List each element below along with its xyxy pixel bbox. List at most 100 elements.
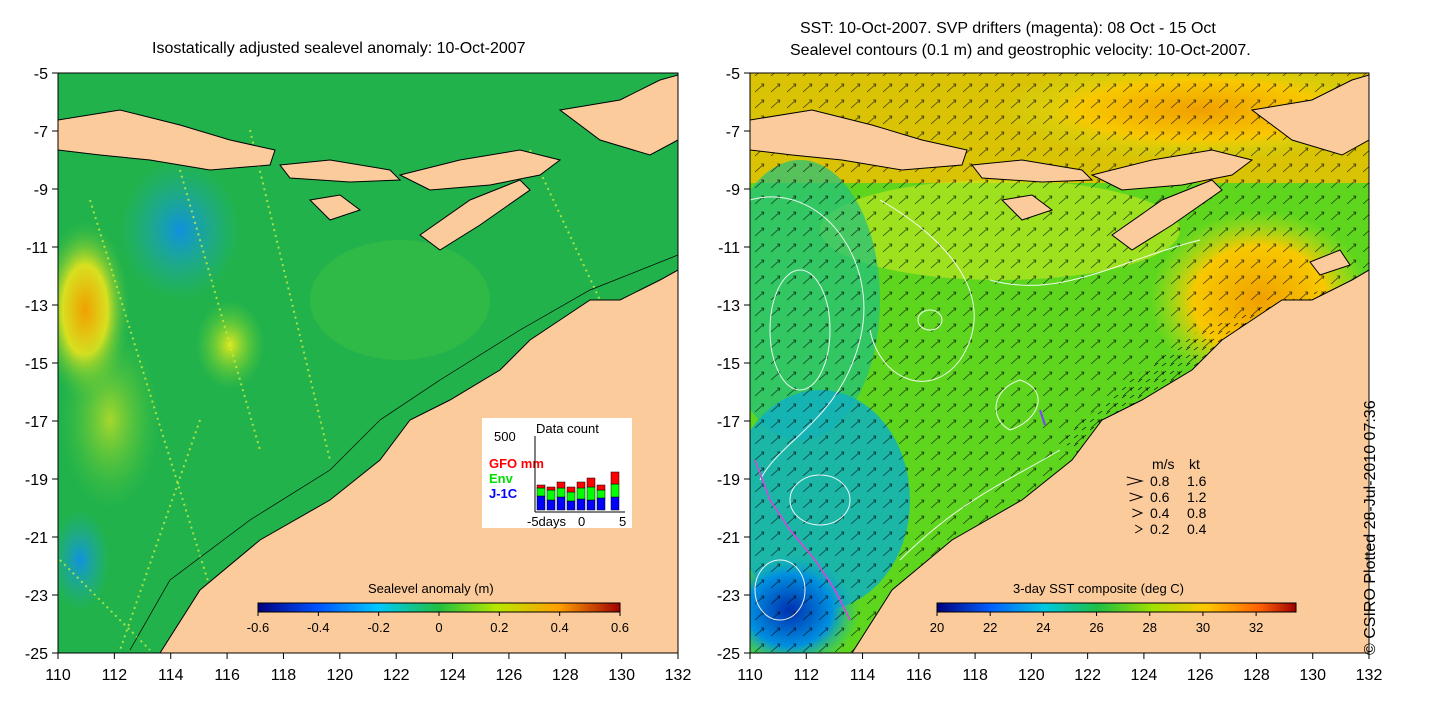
left-y-tick-label: -5: [34, 66, 48, 83]
sst-map: [750, 73, 1369, 653]
sst-colorbar-tick-label: 32: [1249, 620, 1263, 635]
sla-colorbar-tick-label: -0.2: [367, 620, 389, 635]
velocity-kt-value: 1.2: [1187, 489, 1207, 505]
inset-ymax: 500: [494, 429, 516, 444]
sealevel-contours: [750, 196, 1201, 621]
right-y-tick-label: -5: [726, 66, 740, 83]
svp-drifter-track: [754, 459, 851, 621]
right-y-tick-label: -13: [717, 298, 740, 315]
sumbawa-island: [279, 159, 402, 183]
right-y-axis: -5 -7 -9 -11 -13 -15 -17 -19 -21 -23 -25: [717, 66, 750, 663]
right-x-tick-label: 124: [1131, 667, 1158, 684]
velocity-unit-kt: kt: [1189, 456, 1200, 472]
velocity-legend: m/s kt 0.8 1.60.6 1.20.4 0.80.2 0.4: [1126, 456, 1207, 537]
java-island: [58, 109, 276, 171]
velocity-ms-value: 0.8: [1150, 473, 1170, 489]
right-panel-title-line1: SST: 10-Oct-2007. SVP drifters (magenta)…: [800, 20, 1216, 37]
sla-colorbar-label: Sealevel anomaly (m): [368, 581, 494, 596]
sla-colorbar-tick-label: 0.6: [611, 620, 629, 635]
australia-mainland: [159, 269, 678, 653]
land-mass: [750, 74, 1369, 653]
velocity-ms-value: 0.2: [1150, 521, 1170, 537]
land-mass: [58, 74, 678, 653]
left-x-tick-label: 132: [665, 667, 692, 684]
data-count-inset: Data count 500 GFO mm Env J-1C: [482, 418, 632, 529]
sst-colorbar-tick-label: 30: [1196, 620, 1210, 635]
right-y-tick-label: -15: [717, 356, 740, 373]
sla-low-anomaly: [58, 510, 110, 610]
left-x-tick-label: 110: [45, 667, 71, 684]
velocity-ms-value: 0.6: [1150, 489, 1170, 505]
svp-drifter-track: [1039, 409, 1046, 426]
inset-title: Data count: [536, 421, 599, 436]
left-x-tick-label: 128: [552, 667, 579, 684]
left-y-tick-label: -25: [25, 646, 48, 663]
velocity-kt-value: 0.4: [1187, 521, 1207, 537]
sst-colorbar-tick-label: 28: [1143, 620, 1157, 635]
velocity-kt-value: 1.6: [1187, 473, 1207, 489]
sla-colorbar: Sealevel anomaly (m) -0.6 -0.4 -0.2 0 0.2 0.4…: [247, 581, 629, 635]
sla-map: [58, 73, 678, 653]
sst-colorbar-label: 3-day SST composite (deg C): [1013, 581, 1184, 596]
inset-x-start: -5days: [527, 514, 567, 529]
right-y-tick-label: -17: [717, 414, 740, 431]
right-y-tick-label: -23: [717, 588, 740, 605]
sst-colorbar-ticks: 20 22 24 26 28 30 32: [930, 612, 1263, 635]
sla-colorbar-ticks: -0.6 -0.4 -0.2 0 0.2 0.4 0.6: [247, 612, 629, 635]
inset-x-zero: 0: [578, 514, 585, 529]
right-x-tick-label: 128: [1243, 667, 1270, 684]
legend-gfo: GFO mm: [489, 456, 544, 471]
inset-x-end: 5: [619, 514, 626, 529]
right-y-tick-label: -21: [717, 530, 740, 547]
right-x-axis: 110 112 114 116 118 120 122 124 126 128 130 132: [737, 653, 1382, 684]
flores-island: [398, 149, 562, 191]
right-x-tick-label: 122: [1074, 667, 1101, 684]
right-x-tick-label: 114: [850, 667, 876, 684]
right-x-tick-label: 110: [737, 667, 763, 684]
velocity-unit-ms: m/s: [1152, 456, 1175, 472]
left-y-axis: -5 -7 -9 -11 -13 -15 -17 -19 -21 -23 -25: [25, 66, 58, 663]
left-x-tick-label: 124: [439, 667, 466, 684]
right-y-tick-label: -7: [726, 124, 740, 141]
sst-colorbar: 3-day SST composite (deg C) 20 22 24 26 28 30…: [930, 581, 1297, 635]
legend-env: Env: [489, 471, 514, 486]
sst-colorbar-tick-label: 20: [930, 620, 944, 635]
left-x-tick-label: 118: [271, 667, 297, 684]
left-y-tick-label: -13: [25, 298, 48, 315]
left-x-axis: 110 112 114 116 118 120 122 124 126 128 130 132: [45, 653, 691, 684]
sst-colorbar-tick-label: 26: [1089, 620, 1103, 635]
velocity-arrow-symbol: [1126, 476, 1144, 486]
sla-colorbar-tick-label: 0.4: [551, 620, 569, 635]
right-y-tick-label: -19: [717, 472, 740, 489]
left-x-tick-label: 116: [214, 667, 240, 684]
left-y-tick-label: -11: [26, 240, 48, 257]
sla-colorbar-tick-label: 0.2: [490, 620, 508, 635]
left-y-tick-label: -15: [25, 356, 48, 373]
left-x-tick-label: 120: [326, 667, 353, 684]
altimeter-tracks: [59, 129, 601, 651]
sla-colorbar-gradient: [257, 602, 621, 613]
right-x-tick-label: 116: [906, 667, 932, 684]
sla-high-anomaly: [195, 300, 265, 390]
right-x-tick-label: 132: [1356, 667, 1383, 684]
velocity-arrow-symbol: [1129, 492, 1144, 502]
timor-island: [419, 179, 531, 251]
left-y-tick-label: -9: [34, 182, 48, 199]
left-y-tick-label: -19: [25, 472, 48, 489]
right-panel-title-line2: Sealevel contours (0.1 m) and geostrophi…: [790, 42, 1251, 59]
velocity-arrow-symbol: [1132, 508, 1144, 518]
right-x-tick-label: 130: [1299, 667, 1326, 684]
left-x-tick-label: 130: [608, 667, 635, 684]
left-x-tick-label: 126: [496, 667, 523, 684]
left-y-tick-label: -7: [34, 124, 48, 141]
left-y-tick-label: -21: [25, 530, 48, 547]
left-x-tick-label: 122: [383, 667, 410, 684]
sst-colorbar-gradient: [936, 602, 1297, 613]
right-y-tick-label: -25: [717, 646, 740, 663]
sla-colorbar-tick-label: -0.4: [307, 620, 329, 635]
left-y-tick-label: -23: [25, 588, 48, 605]
sst-colorbar-tick-label: 24: [1036, 620, 1050, 635]
left-x-tick-label: 112: [102, 667, 128, 684]
sumba-island: [308, 194, 362, 221]
sla-colorbar-tick-label: -0.6: [247, 620, 269, 635]
